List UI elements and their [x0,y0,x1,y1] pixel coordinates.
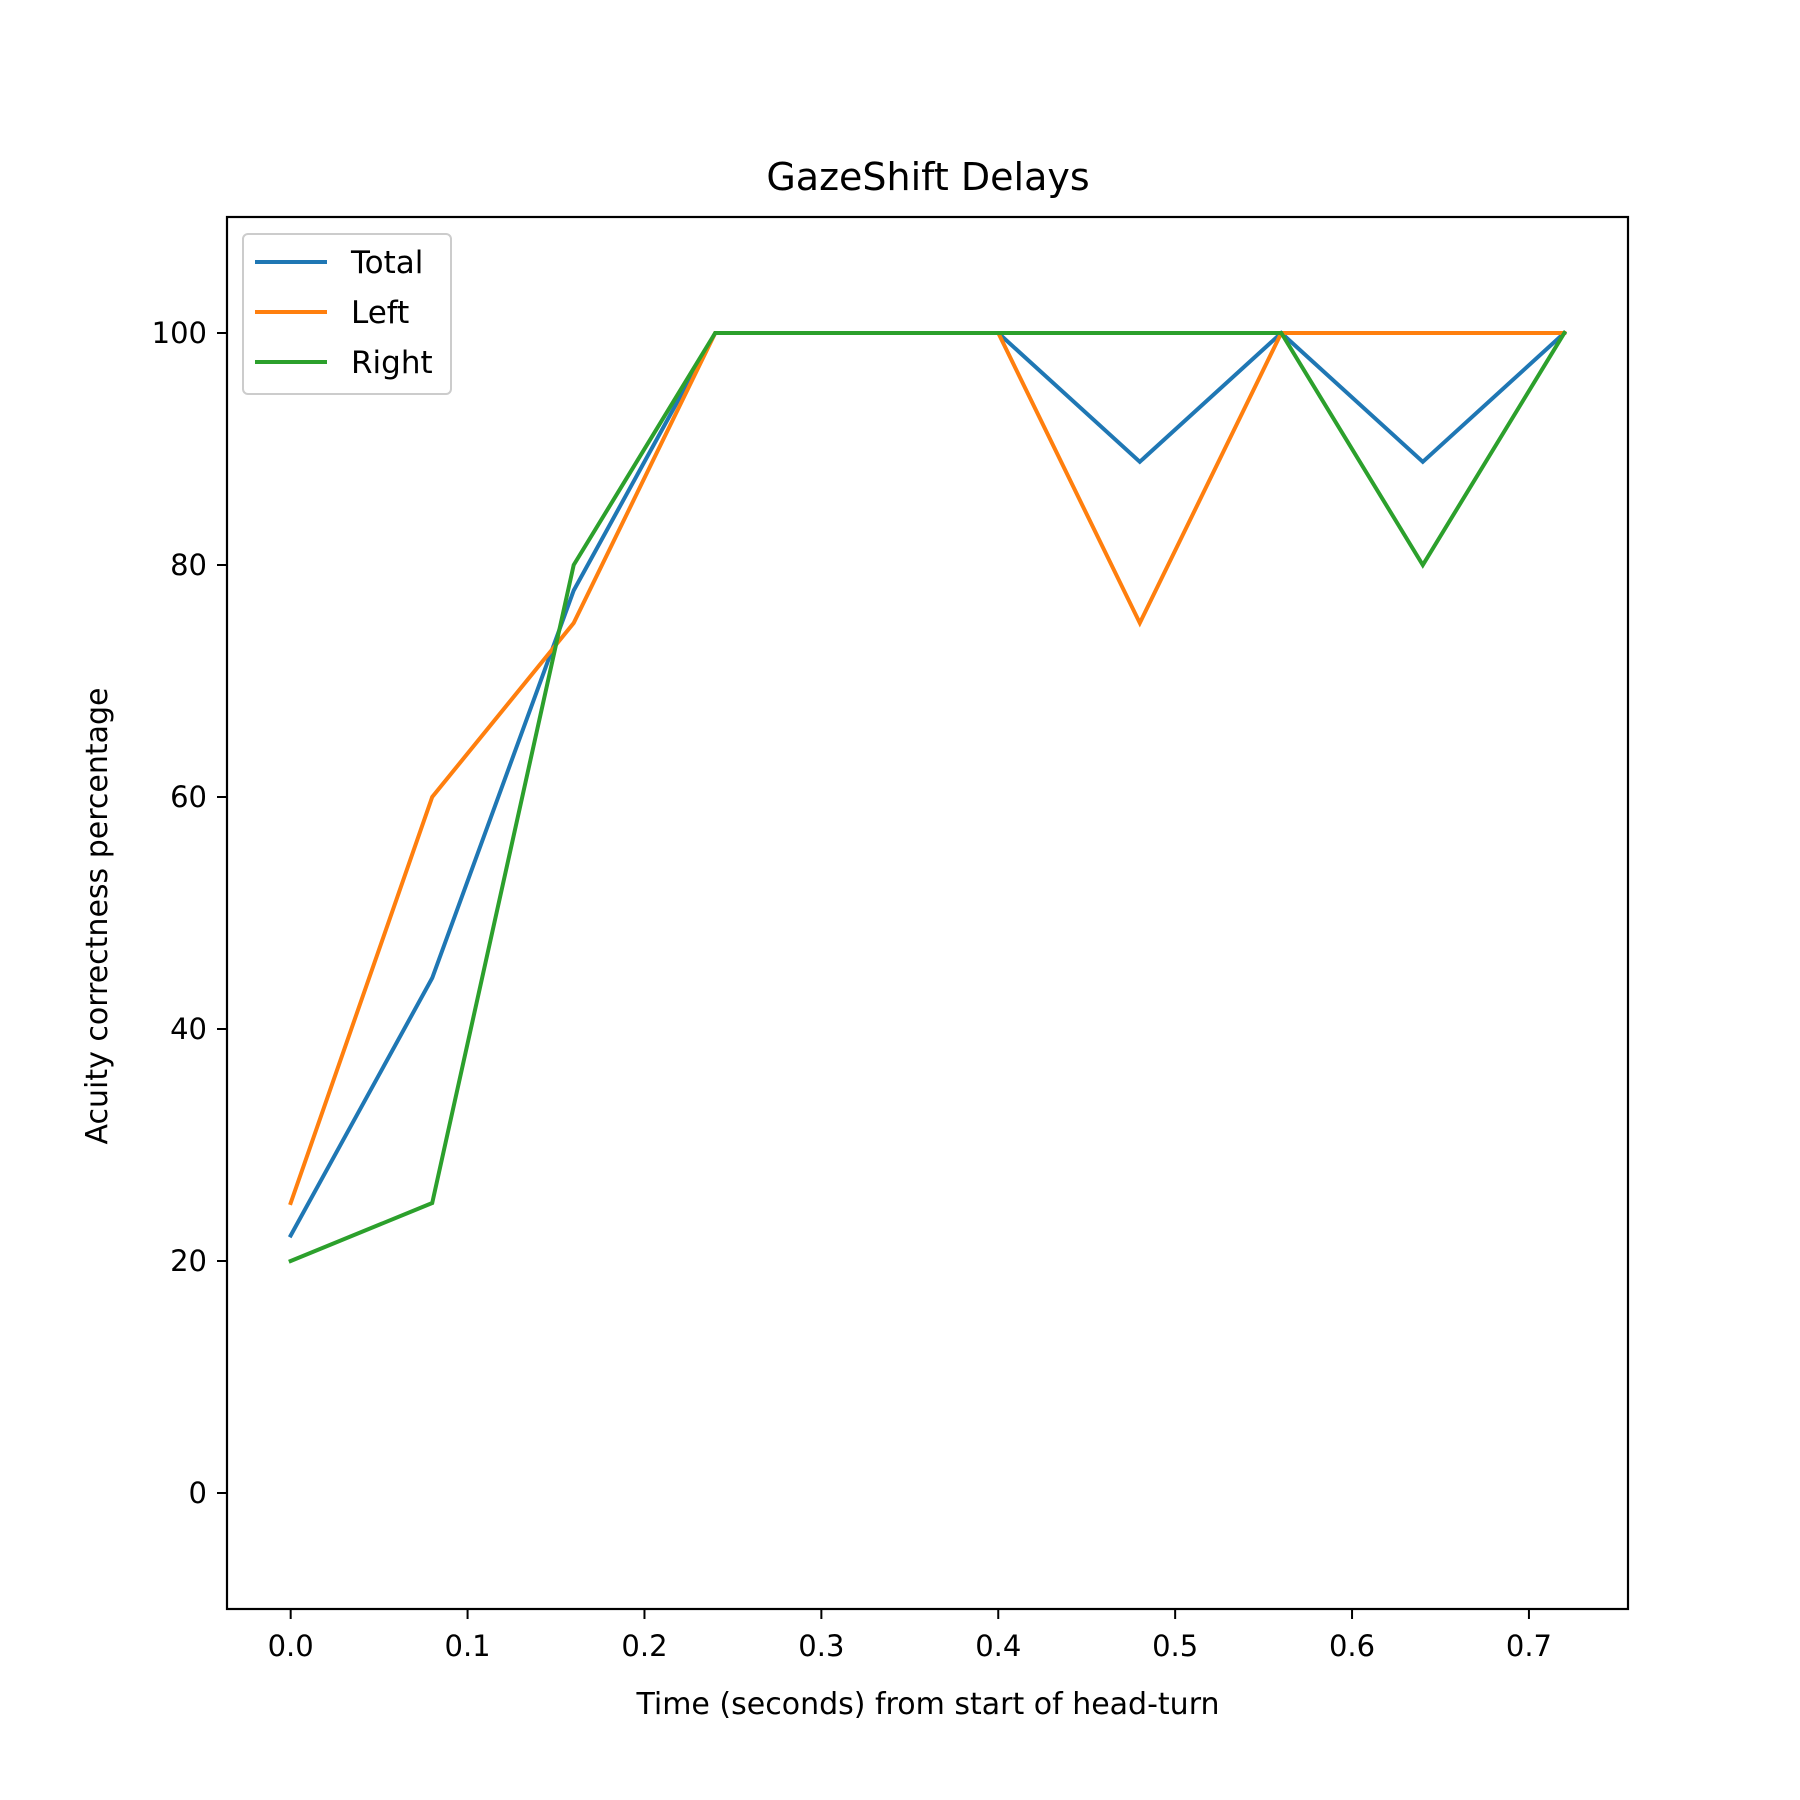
legend-label-left: Left [351,295,409,331]
y-axis-label: Acuity correctness percentage [80,688,115,1145]
legend: Total Left Right [242,233,452,395]
x-tick-label: 0.5 [1152,1629,1198,1663]
plot-frame [225,215,1630,1611]
x-axis-label: Time (seconds) from start of head-turn [635,1687,1219,1722]
x-tick-label: 0.0 [268,1629,314,1663]
series-lines [287,330,1568,1264]
series-line-right [288,330,1568,1264]
chart-title: GazeShift Delays [766,155,1089,199]
x-axis: 0.0 0.1 0.2 0.3 0.4 0.5 0.6 0.7 [268,1609,1552,1663]
legend-label-right: Right [351,345,433,381]
plot-area [225,215,1630,1611]
y-tick-label: 40 [170,1012,207,1046]
legend-box [242,233,452,395]
y-tick-label: 20 [170,1244,207,1278]
x-tick-label: 0.4 [975,1629,1021,1663]
y-tick-label: 0 [189,1476,207,1510]
x-tick-label: 0.1 [445,1629,491,1663]
x-tick-label: 0.6 [1329,1629,1375,1663]
y-tick-label: 60 [170,780,207,814]
y-axis: 0 20 40 60 80 100 [152,316,227,1510]
x-tick-label: 0.3 [798,1629,844,1663]
x-tick-label: 0.2 [621,1629,667,1663]
y-tick-label: 80 [170,548,207,582]
x-tick-label: 0.7 [1506,1629,1552,1663]
legend-label-total: Total [350,245,423,281]
y-tick-label: 100 [152,316,207,350]
